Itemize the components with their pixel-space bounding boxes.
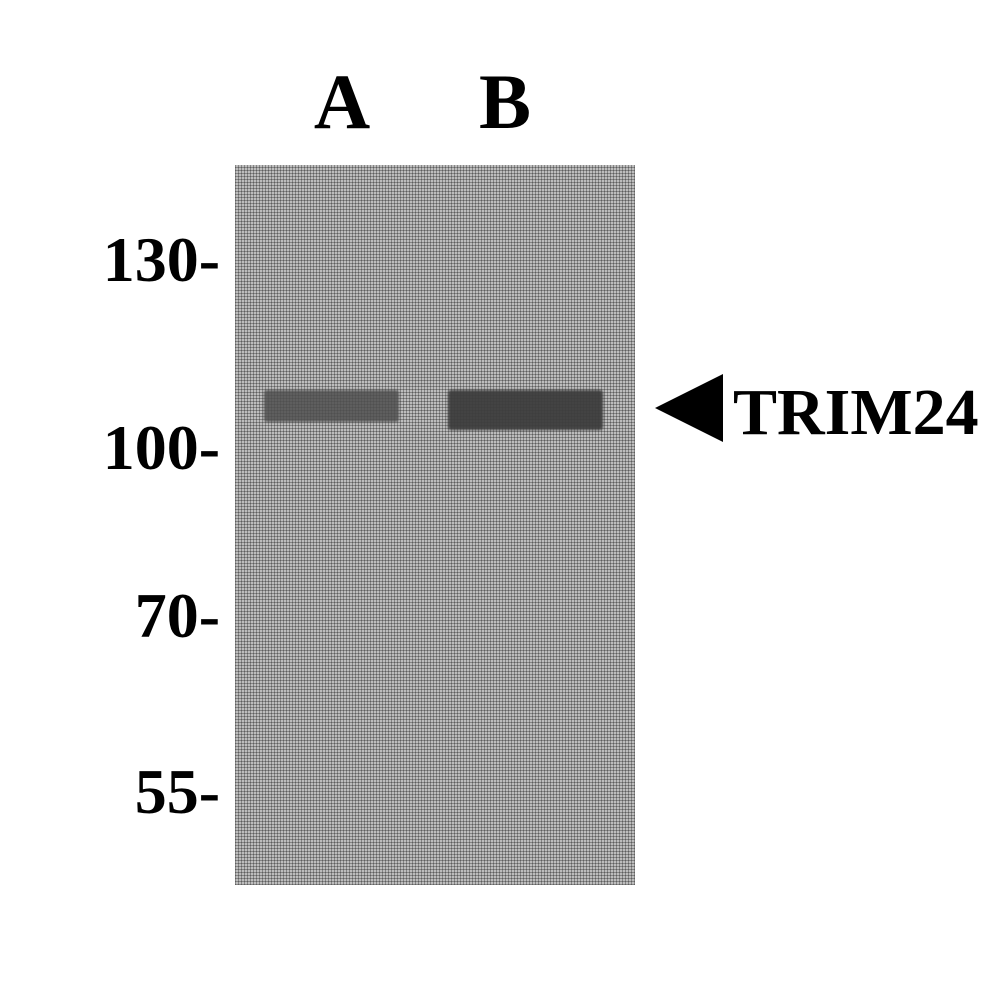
target-protein-label: TRIM24 [733,380,979,446]
lane-label-b: B [460,63,550,141]
mw-marker-55: 55- [20,760,220,824]
western-blot-region [235,165,635,885]
target-arrow-icon [655,374,723,442]
mw-marker-130: 130- [20,228,220,292]
figure-container: A B 130- 100- 70- 55- TRIM24 [0,0,1000,1000]
band-lane-b [448,390,603,430]
mw-marker-70: 70- [20,584,220,648]
lane-label-a: A [297,63,387,141]
mw-marker-100: 100- [20,416,220,480]
band-lane-a [264,390,399,422]
